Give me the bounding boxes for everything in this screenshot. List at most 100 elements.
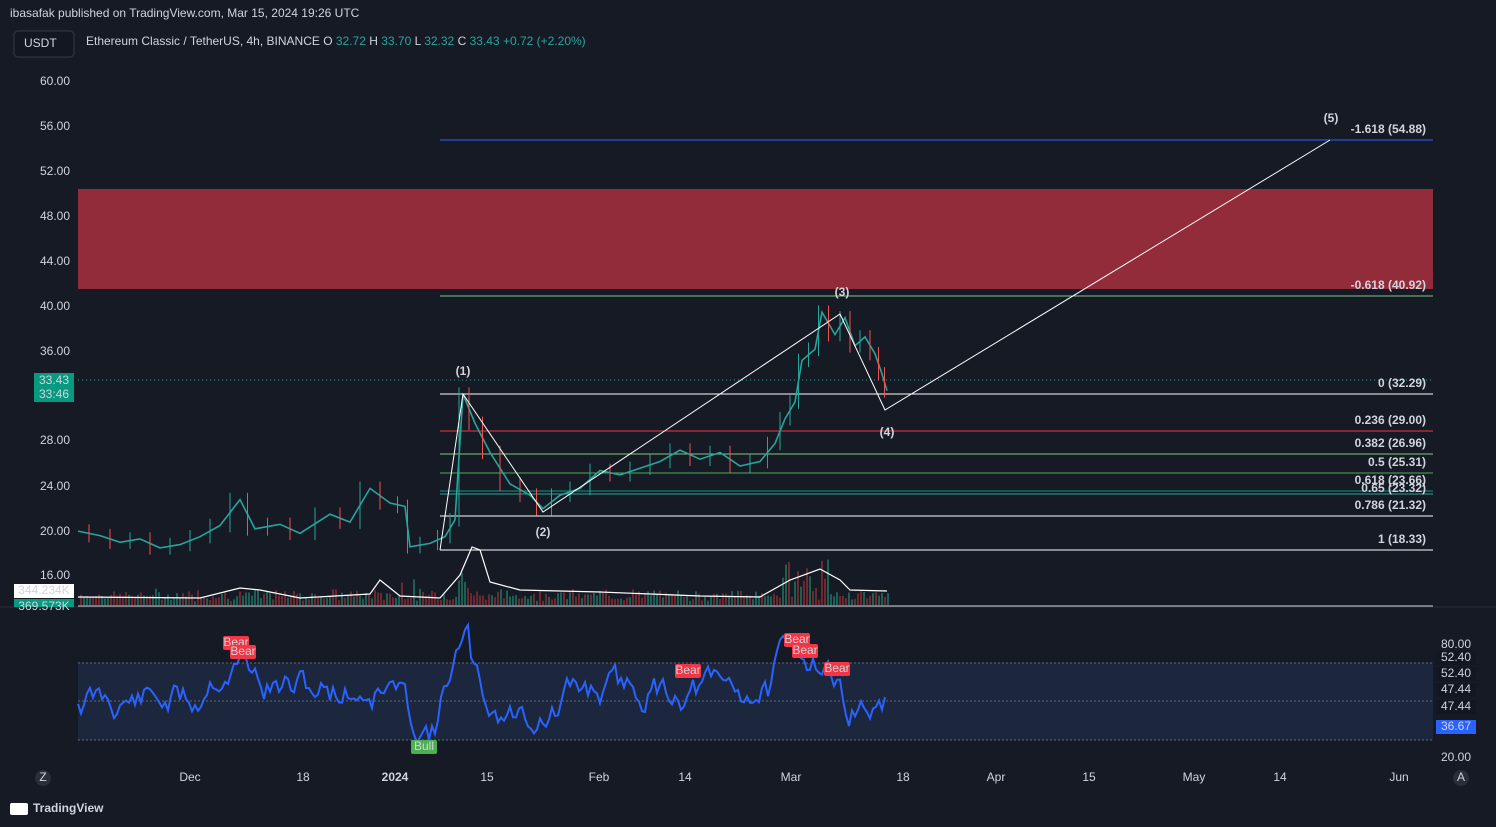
volume-bar <box>866 598 868 605</box>
indicator-tag-box <box>1436 651 1476 665</box>
symbol-part: 32.72 <box>336 34 369 48</box>
volume-bar <box>719 598 721 605</box>
volume-bar <box>602 592 604 605</box>
badge-box <box>824 662 850 676</box>
currency-box[interactable] <box>13 30 75 58</box>
volume-bar <box>878 595 880 605</box>
volume-bar <box>572 588 574 605</box>
volume-bar <box>689 600 691 605</box>
volume-bar <box>512 595 514 605</box>
volume-bar <box>296 594 298 605</box>
volume-bar <box>176 593 178 605</box>
volume-bar <box>743 595 745 605</box>
volume-bar <box>170 599 172 605</box>
indicator-axis-label: 47.44 <box>1441 682 1471 696</box>
volume-bar <box>737 590 739 605</box>
volume-bar <box>650 595 652 605</box>
volume-bar <box>560 592 562 605</box>
volume-bar <box>422 591 424 605</box>
volume-bar <box>677 590 679 605</box>
volume-bar <box>608 595 610 605</box>
price-axis-label: 56.00 <box>40 119 70 133</box>
resistance-zone <box>78 189 1433 289</box>
price-axis-label: 24.00 <box>40 479 70 493</box>
wave-label: (2) <box>536 525 551 539</box>
volume-bar <box>554 598 556 605</box>
volume-bar <box>869 595 871 605</box>
volume-bar <box>725 593 727 605</box>
volume-bar <box>692 599 694 605</box>
volume-bar <box>611 598 613 605</box>
volume-bar <box>575 596 577 605</box>
volume-bar <box>548 596 550 605</box>
badge: Bear <box>230 644 255 658</box>
volume-bar <box>251 595 253 605</box>
volume-bar <box>278 595 280 605</box>
volume-bar <box>326 597 328 605</box>
volume-bar <box>230 600 232 605</box>
wave-label: (3) <box>835 285 850 299</box>
volume-bar <box>224 592 226 605</box>
indicator-axis-label: 36.67 <box>1441 719 1471 733</box>
wave-label: (4) <box>880 425 895 439</box>
price-axis-label: 40.00 <box>40 299 70 313</box>
volume-bar <box>299 593 301 605</box>
volume-bar <box>527 598 529 605</box>
volume-bar <box>284 591 286 605</box>
volume-bar <box>146 595 148 605</box>
volume-bar <box>665 592 667 605</box>
volume-bar <box>449 599 451 605</box>
volume-tag-box <box>14 584 74 598</box>
volume-bar <box>89 597 91 605</box>
volume-bar <box>233 599 235 605</box>
volume-bar <box>776 595 778 605</box>
volume-bar <box>767 595 769 605</box>
volume-bar <box>641 597 643 605</box>
price-axis-label: 16.00 <box>40 568 70 582</box>
corner-button[interactable] <box>1453 770 1469 786</box>
indicator-axis-label: 52.40 <box>1441 666 1471 680</box>
symbol-part: +0.72 (+2.20%) <box>503 34 586 48</box>
volume-bar <box>674 594 676 605</box>
volume-bar <box>707 600 709 605</box>
fib-label: 0.618 (23.66) <box>1355 473 1426 487</box>
volume-bar <box>446 599 448 605</box>
volume-bar <box>119 593 121 605</box>
indicator-line <box>77 621 886 745</box>
volume-bar <box>212 596 214 605</box>
volume-bar <box>311 593 313 605</box>
corner-button[interactable] <box>35 770 51 786</box>
volume-bar <box>653 590 655 605</box>
volume-bar <box>539 591 541 605</box>
volume-bar <box>158 592 160 605</box>
price-path <box>77 309 888 549</box>
symbol-part: 33.70 <box>381 34 414 48</box>
volume-bar <box>848 592 850 605</box>
volume-bar <box>464 581 466 605</box>
volume-bar <box>842 595 844 605</box>
price-axis-label: 52.00 <box>40 164 70 178</box>
volume-bar <box>566 599 568 605</box>
volume-bar <box>308 599 310 605</box>
volume-bar <box>827 559 829 605</box>
volume-bar <box>287 597 289 605</box>
volume-bar <box>857 593 859 605</box>
corner-label: Z <box>39 770 46 784</box>
volume-bar <box>350 591 352 605</box>
volume-bar <box>758 595 760 605</box>
date-axis-label: 15 <box>1082 770 1096 784</box>
volume-bar <box>821 560 823 605</box>
volume-bar <box>410 597 412 605</box>
symbol-part: C <box>458 34 470 48</box>
volume-bar <box>632 589 634 605</box>
price-axis-label: 48.00 <box>40 209 70 223</box>
volume-bar <box>98 594 100 605</box>
volume-bar <box>263 593 265 605</box>
volume-bar <box>752 599 754 605</box>
volume-bar <box>116 595 118 605</box>
volume-bar <box>605 589 607 605</box>
volume-bar <box>830 593 832 605</box>
volume-bar <box>332 589 334 605</box>
volume-bar <box>182 593 184 605</box>
volume-bar <box>443 594 445 605</box>
